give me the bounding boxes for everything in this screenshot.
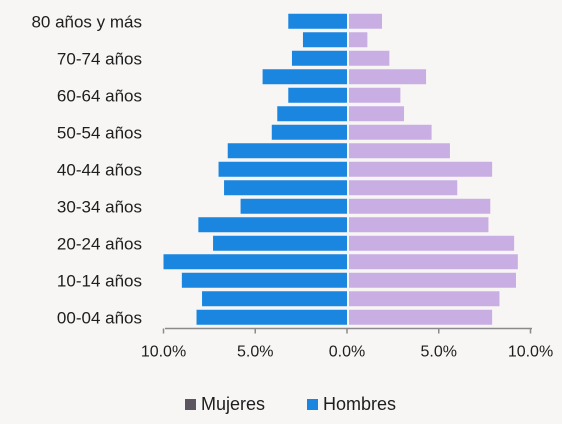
hombres-legend-label: Hombres xyxy=(323,394,396,414)
y-tick-label: 50-54 años xyxy=(57,123,142,142)
bar-hombres xyxy=(240,198,347,214)
bar-hombres xyxy=(288,13,347,29)
bar-mujeres xyxy=(349,143,450,159)
bar-hombres xyxy=(181,272,347,288)
bar-mujeres xyxy=(349,13,383,29)
bar-mujeres xyxy=(349,87,401,103)
y-tick-label: 60-64 años xyxy=(57,86,142,105)
bar-mujeres xyxy=(349,106,405,122)
bar-mujeres xyxy=(349,180,458,196)
bar-mujeres xyxy=(349,272,516,288)
bar-hombres xyxy=(291,50,347,66)
bar-mujeres xyxy=(349,254,518,270)
y-tick-label: 00-04 años xyxy=(57,308,142,327)
x-tick-label: 0.0% xyxy=(329,344,365,361)
bar-hombres xyxy=(302,32,347,48)
y-tick-label: 20-24 años xyxy=(57,234,142,253)
y-tick-label: 70-74 años xyxy=(57,49,142,68)
mujeres-legend-swatch xyxy=(185,399,196,410)
bar-mujeres xyxy=(349,235,515,251)
bar-hombres xyxy=(271,124,347,140)
x-tick-label: 5.0% xyxy=(421,344,457,361)
y-tick-label: 30-34 años xyxy=(57,197,142,216)
bar-hombres xyxy=(163,254,347,270)
bar-hombres xyxy=(227,143,347,159)
bar-hombres xyxy=(277,106,347,122)
bar-mujeres xyxy=(349,161,493,177)
bar-hombres xyxy=(213,235,347,251)
y-tick-label: 10-14 años xyxy=(57,271,142,290)
bar-mujeres xyxy=(349,309,493,325)
y-tick-label: 80 años y más xyxy=(31,12,142,31)
y-tick-label: 40-44 años xyxy=(57,160,142,179)
bar-hombres xyxy=(288,87,347,103)
x-tick-label: 10.0% xyxy=(508,344,553,361)
bar-mujeres xyxy=(349,198,491,214)
bar-hombres xyxy=(224,180,347,196)
bar-mujeres xyxy=(349,69,427,85)
bar-hombres xyxy=(198,217,347,233)
bar-hombres xyxy=(202,291,347,307)
bar-mujeres xyxy=(349,217,489,233)
x-tick-label: 5.0% xyxy=(237,344,273,361)
bar-mujeres xyxy=(349,32,368,48)
bar-mujeres xyxy=(349,124,432,140)
x-tick-label: 10.0% xyxy=(141,344,186,361)
bar-mujeres xyxy=(349,50,390,66)
bar-hombres xyxy=(218,161,347,177)
bar-hombres xyxy=(262,69,347,85)
mujeres-legend-label: Mujeres xyxy=(201,394,265,414)
bar-mujeres xyxy=(349,291,500,307)
hombres-legend-swatch xyxy=(307,399,318,410)
bar-hombres xyxy=(196,309,347,325)
